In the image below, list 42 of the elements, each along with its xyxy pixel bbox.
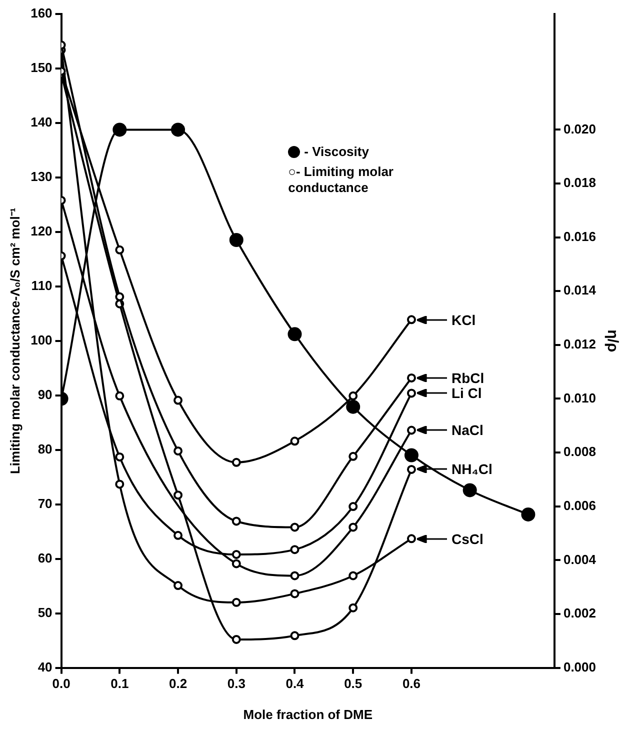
y2-tick-label: 0.004: [563, 552, 597, 567]
y-tick-label: 80: [38, 441, 52, 456]
y-tick-label: 150: [30, 60, 52, 76]
y2-tick-label: 0.012: [563, 336, 596, 352]
legend-label: - Viscosity: [304, 144, 369, 160]
y-tick-label: 120: [30, 224, 52, 239]
annotation: ○- Limiting molar conductance: [288, 164, 394, 196]
y2-tick-label: 0.006: [563, 498, 596, 513]
y-tick-label: 100: [30, 332, 52, 348]
legend-label: RbCl: [451, 370, 484, 386]
y-tick-label: 140: [30, 114, 52, 130]
y2-tick-label: 0.014: [563, 282, 597, 298]
y-axis-title: Limiting molar conductance-Λ₀/S cm² mol⁻¹: [7, 208, 22, 474]
legend-label: NH₄Cl: [451, 461, 492, 478]
x-tick-label: 0.2: [168, 676, 188, 692]
x-axis-title: Mole fraction of DME: [243, 706, 373, 722]
x-tick-label: 0.3: [227, 676, 246, 692]
y-tick-label: 70: [38, 496, 52, 511]
y-tick-label: 160: [30, 6, 52, 21]
y2-tick-label: 0.002: [563, 606, 596, 621]
y-tick-label: 90: [38, 386, 52, 402]
y2-axis-title: η/ρ: [604, 330, 621, 352]
y2-tick-label: 0.018: [563, 175, 596, 190]
y-tick-label: 110: [31, 278, 52, 293]
y-tick-label: 40: [38, 659, 52, 674]
x-tick-label: 0.0: [52, 676, 70, 692]
y2-tick-label: 0.016: [563, 228, 596, 244]
legend-label: KCl: [451, 312, 476, 328]
y2-tick-label: 0.010: [563, 390, 596, 406]
y2-tick-label: 0.008: [563, 444, 596, 460]
y-tick-label: 60: [38, 550, 52, 566]
y-tick-label: 130: [30, 169, 52, 184]
x-tick-label: 0.5: [344, 676, 362, 692]
legend-label: Li Cl: [451, 385, 482, 402]
x-tick-label: 0.6: [402, 676, 421, 692]
legend-label: CsCl: [451, 530, 484, 547]
x-tick-label: 0.4: [286, 676, 305, 692]
x-tick-label: 0.1: [110, 676, 129, 692]
y2-tick-label: 0.020: [563, 121, 596, 136]
y-tick-label: 50: [38, 604, 52, 620]
y2-tick-label: 0.000: [563, 659, 596, 674]
legend-label: NaCl: [451, 422, 484, 438]
